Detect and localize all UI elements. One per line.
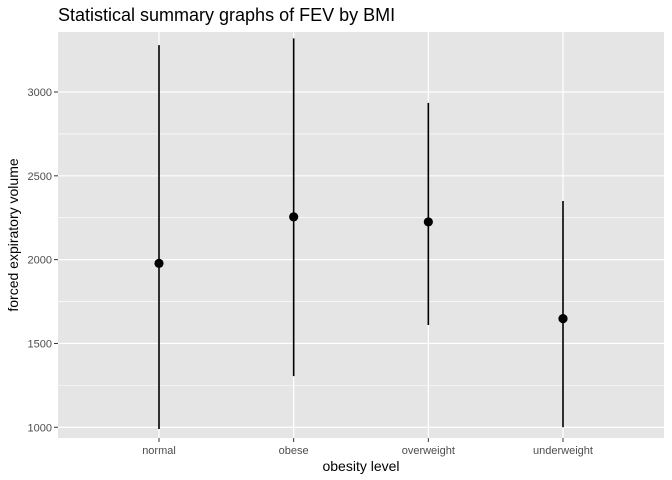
x-axis-title: obesity level (322, 458, 399, 474)
data-marks (154, 38, 568, 429)
summary-point (423, 217, 433, 227)
y-axis-ticks: 1000 1500 2000 2500 3000 (28, 87, 58, 434)
y-tick-label: 2000 (28, 255, 52, 267)
y-tick-label: 2500 (28, 171, 52, 183)
summary-point (154, 258, 164, 268)
x-axis-ticks: normal obese overweight underweight (142, 438, 593, 457)
y-tick-label: 3000 (28, 87, 52, 99)
y-tick-label: 1000 (28, 422, 52, 434)
plot-panel (58, 32, 664, 438)
x-tick-label: overweight (402, 445, 455, 457)
y-tick-label: 1500 (28, 338, 52, 350)
summary-point (558, 314, 568, 324)
x-tick-label: normal (142, 445, 176, 457)
x-tick-label: obese (279, 445, 309, 457)
y-axis-title: forced expiratory volume (5, 158, 21, 312)
summary-point (289, 212, 299, 222)
x-tick-label: underweight (533, 445, 593, 457)
chart-title: Statistical summary graphs of FEV by BMI (58, 5, 395, 25)
